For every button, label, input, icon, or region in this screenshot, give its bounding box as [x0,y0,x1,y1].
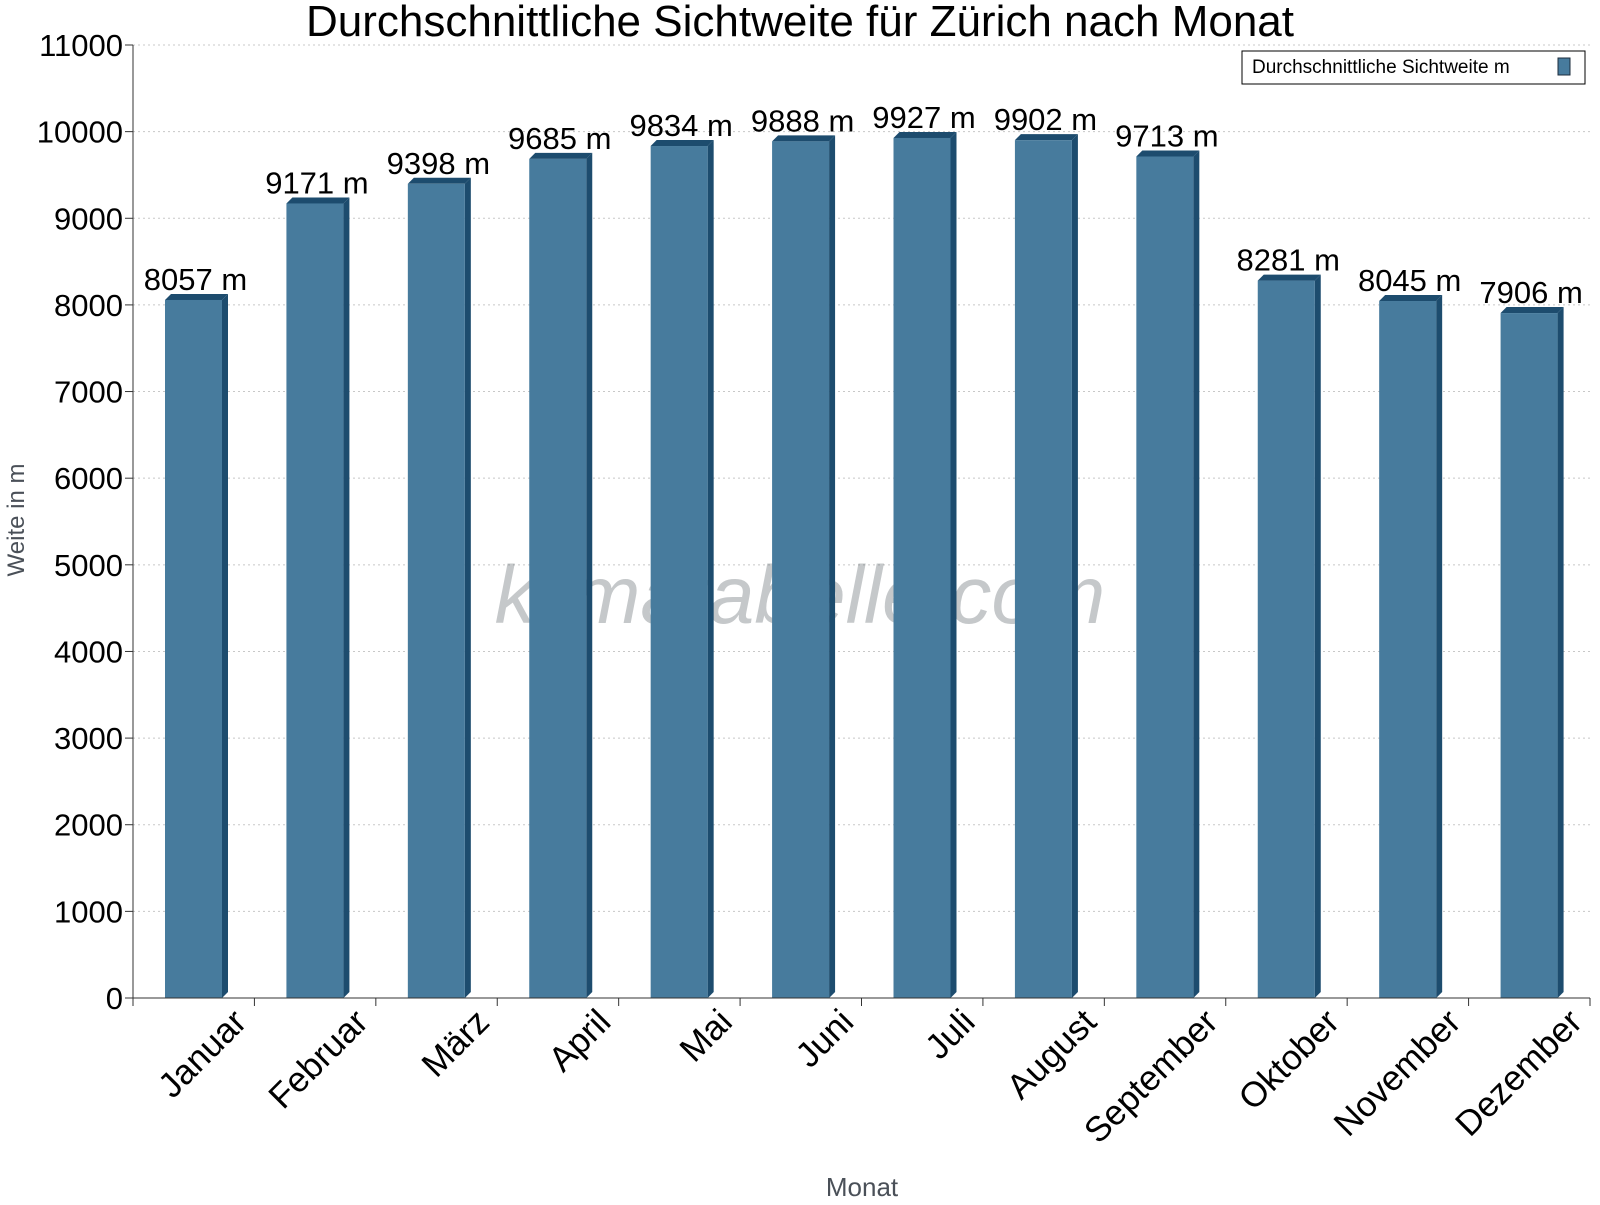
x-tick-label: April [541,1002,618,1079]
bar-side [586,152,593,998]
x-axis-label: Monat [826,1172,899,1200]
bar-februar [286,197,350,999]
legend-swatch [1557,57,1571,76]
y-tick-label: 3000 [54,721,123,756]
y-tick-label: 4000 [54,634,123,669]
bar-front [650,146,708,998]
data-label: 9171 m [265,165,368,200]
bar-top [650,140,714,147]
bar-front [529,158,587,998]
y-tick-label: 1000 [54,894,123,929]
bar-top [1379,295,1443,302]
bar-top [1257,274,1321,281]
x-tick-label: Januar [151,1002,254,1105]
bar-dezember [1500,307,1564,998]
bar-september [1136,150,1200,999]
legend-box [1241,50,1586,85]
data-label: 9713 m [1115,119,1218,154]
bar-top [772,135,836,142]
data-label: 9685 m [508,121,611,156]
bar-top [1136,150,1200,157]
bar-side [1071,134,1078,999]
bar-front [1379,301,1437,998]
bar-top [286,197,350,204]
data-label: 8281 m [1237,243,1340,278]
data-label: 8057 m [144,262,247,297]
legend-label: Durchschnittliche Sichtweite m [1252,57,1510,78]
bar-front [1257,280,1315,998]
bar-front [1014,140,1072,999]
bar-top [407,177,471,184]
bar-april [529,152,593,998]
bar-side [343,197,350,999]
bar-top [165,293,228,300]
bar-side [1314,274,1321,998]
bar-front [286,203,344,999]
x-tick-label: Februar [261,1002,375,1116]
data-label: 9834 m [629,108,732,143]
y-tick-label: 7000 [54,375,123,410]
x-tick-labels: Januar Februar März April Mai Juni Juli AugustS… [151,1002,1590,1151]
data-label: 9888 m [751,103,854,138]
data-label: 9927 m [872,100,975,135]
y-tick-labels: 0 1000 2000 3000 4000 5000 6000 7000 8000 9000 100… [37,28,123,1016]
bar-märz [407,177,471,999]
x-tick-label: März [414,1002,497,1085]
y-tick-label: 9000 [54,201,123,236]
y-axis-label: Weite in m [3,464,30,577]
bar-top [1014,134,1078,141]
y-tick-label: 6000 [54,461,123,496]
data-label: 7906 m [1479,275,1582,310]
bar-front [165,299,222,998]
bar-oktober [1257,274,1321,998]
bar-juni [772,135,836,999]
bar-side [1193,150,1200,999]
bar-side [707,140,714,998]
x-tick-label: Juli [918,1002,983,1067]
y-tick-label: 2000 [54,808,123,843]
y-tick-label: 5000 [54,548,123,583]
bar-november [1379,295,1443,998]
y-tick-label: 10000 [37,115,123,150]
x-tick-label: Dezember [1448,1002,1590,1144]
bar-front [1136,156,1194,999]
axes [125,44,1591,1006]
data-label: 8045 m [1358,263,1461,298]
bar-top [529,152,593,159]
data-label: 9902 m [994,102,1097,137]
chart-title: Durchschnittliche Sichtweite für Zürich … [306,0,1294,46]
bar-mai [650,140,714,998]
bar-front [407,183,465,999]
data-label: 9398 m [387,146,490,181]
y-tick-label: 8000 [54,288,123,323]
bars [165,131,1564,999]
bar-august [1014,134,1078,999]
bar-front [772,141,830,999]
bar-juli [893,131,957,998]
legend: Durchschnittliche Sichtweite m [1241,50,1586,85]
x-tick-label: Mai [672,1002,739,1069]
bar-side [1557,307,1564,998]
x-tick-label: November [1326,1002,1468,1144]
data-labels: 8057 m 9171 m 9398 m 9685 m 9834 m 9888 m 9927… [144,100,1583,310]
bar-side [950,131,957,998]
x-tick-label: Juni [788,1002,861,1075]
bar-side [829,135,836,999]
bar-top [893,131,957,138]
bar-side [1436,295,1443,998]
y-tick-label: 11000 [39,28,123,63]
bar-side [464,177,471,999]
x-tick-label: Oktober [1231,1002,1347,1118]
bar-top [1500,307,1564,314]
bar-januar [165,293,228,998]
x-tick-label: August [999,1002,1104,1107]
bar-side [222,293,228,998]
y-tick-label: 0 [106,981,123,1016]
bar-front [893,137,951,998]
bar-front [1500,313,1558,998]
x-tick-label: September [1077,1002,1226,1151]
